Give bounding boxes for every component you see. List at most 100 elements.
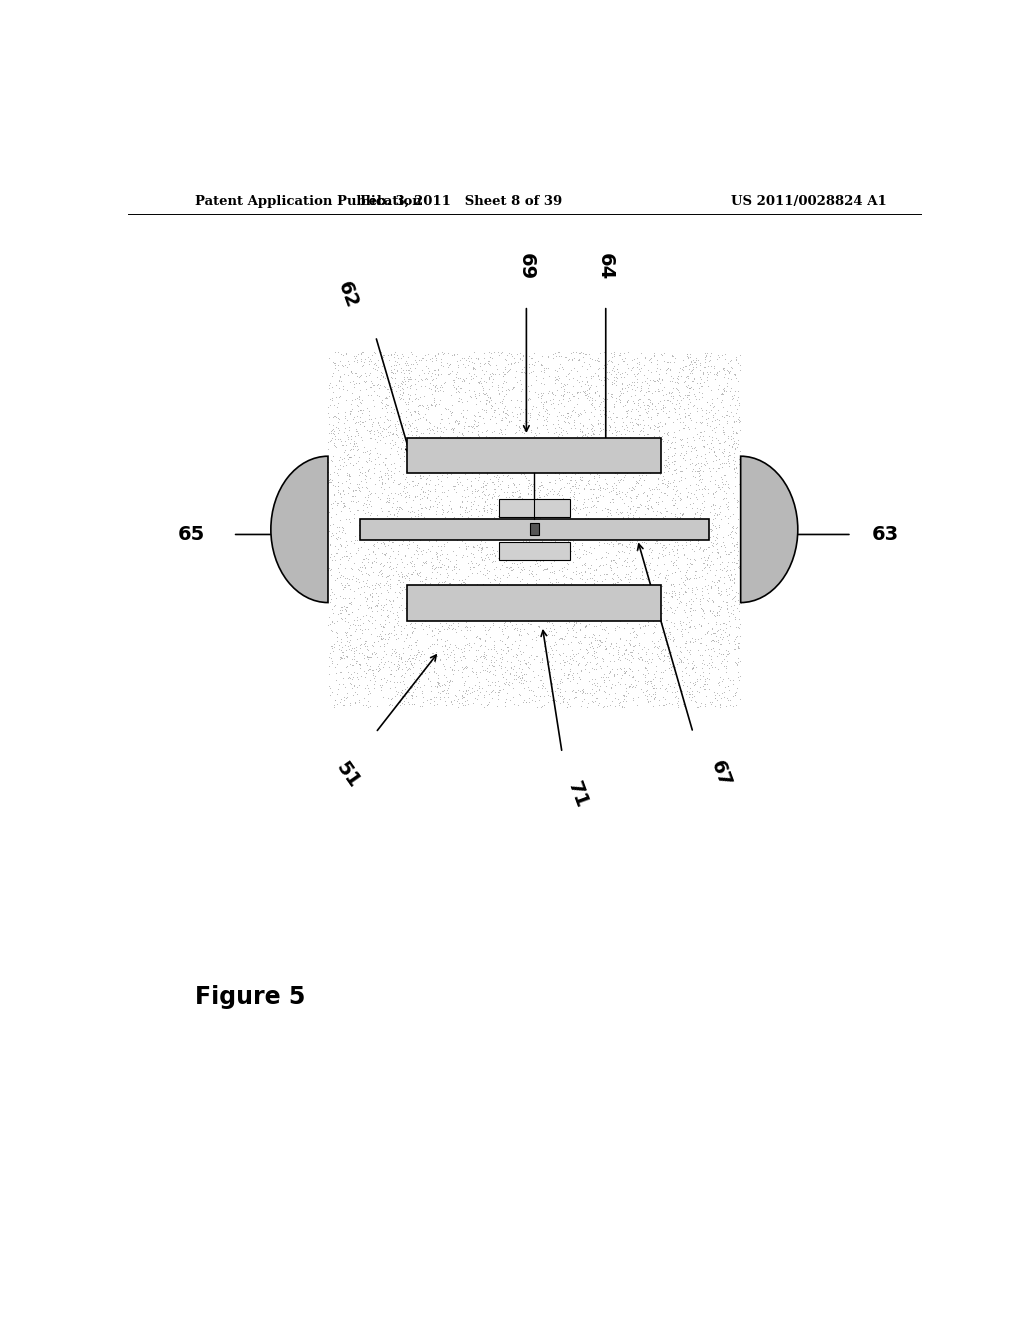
Point xyxy=(519,478,536,499)
Point xyxy=(691,470,708,491)
Point xyxy=(530,582,547,603)
Point xyxy=(709,603,725,624)
Point xyxy=(437,455,454,477)
Point xyxy=(682,682,698,704)
Point xyxy=(472,511,488,532)
Point xyxy=(494,554,510,576)
Point xyxy=(677,529,693,550)
Point xyxy=(611,345,628,366)
Point xyxy=(553,346,569,367)
Point xyxy=(632,413,648,434)
Point xyxy=(410,396,426,417)
Point xyxy=(643,586,659,607)
Point xyxy=(502,428,518,449)
Point xyxy=(540,451,556,473)
Point xyxy=(474,587,490,609)
Point xyxy=(367,610,383,631)
Point xyxy=(715,619,731,640)
Point xyxy=(643,671,659,692)
Point xyxy=(440,458,457,479)
Point xyxy=(488,466,505,487)
Point xyxy=(449,515,465,536)
Point xyxy=(677,405,693,426)
Point xyxy=(602,550,618,572)
Point xyxy=(536,360,552,381)
Point xyxy=(397,436,414,457)
Point xyxy=(342,404,358,425)
Point xyxy=(325,513,341,535)
Point xyxy=(361,583,378,605)
Point xyxy=(400,486,417,507)
Point xyxy=(427,500,443,521)
Point xyxy=(464,523,480,544)
Point xyxy=(683,609,699,630)
Point xyxy=(468,393,484,414)
Point xyxy=(600,667,616,688)
Point xyxy=(609,463,626,484)
Point xyxy=(617,362,634,383)
Point xyxy=(374,389,390,411)
Point xyxy=(595,354,611,375)
Point xyxy=(726,638,742,659)
Point xyxy=(615,418,632,440)
Point xyxy=(634,557,650,578)
Point xyxy=(558,403,574,424)
Point xyxy=(564,486,581,507)
Point xyxy=(586,569,602,590)
Point xyxy=(516,669,532,690)
Point xyxy=(659,389,676,411)
Point xyxy=(505,693,521,714)
Point xyxy=(380,491,396,512)
Point xyxy=(578,384,594,405)
Point xyxy=(425,368,441,389)
Point xyxy=(456,673,472,694)
Point xyxy=(358,653,375,675)
Point xyxy=(539,484,555,506)
Point xyxy=(332,428,348,449)
Point xyxy=(680,482,696,503)
Point xyxy=(326,351,342,372)
Point xyxy=(376,418,392,440)
Point xyxy=(427,557,443,578)
Point xyxy=(639,498,655,519)
Point xyxy=(430,359,446,380)
Point xyxy=(408,540,424,561)
Point xyxy=(618,380,635,401)
Point xyxy=(365,389,381,411)
Point xyxy=(693,528,710,549)
Point xyxy=(408,517,424,539)
Point xyxy=(434,681,451,702)
Point xyxy=(650,379,667,400)
Point xyxy=(417,376,433,397)
Point xyxy=(649,574,666,595)
Point xyxy=(571,619,588,640)
Point xyxy=(522,403,539,424)
Point xyxy=(659,461,676,482)
Point xyxy=(572,669,589,690)
Point xyxy=(475,363,492,384)
Point xyxy=(614,576,631,597)
Point xyxy=(719,598,735,619)
Point xyxy=(558,408,574,429)
Point xyxy=(360,450,377,471)
Point xyxy=(413,578,429,599)
Point xyxy=(705,405,721,426)
Point xyxy=(512,552,528,573)
Point xyxy=(485,540,502,561)
Point xyxy=(470,347,486,368)
Point xyxy=(627,609,643,630)
Point xyxy=(455,352,471,374)
Point xyxy=(389,515,406,536)
Point xyxy=(568,437,585,458)
Point xyxy=(520,403,537,424)
Point xyxy=(595,525,611,546)
Point xyxy=(475,574,492,595)
Point xyxy=(671,420,687,441)
Point xyxy=(407,506,423,527)
Point xyxy=(509,606,525,627)
Point xyxy=(386,358,402,379)
Point xyxy=(686,685,702,706)
Point xyxy=(659,422,676,444)
Point xyxy=(471,352,487,374)
Point xyxy=(352,392,369,413)
